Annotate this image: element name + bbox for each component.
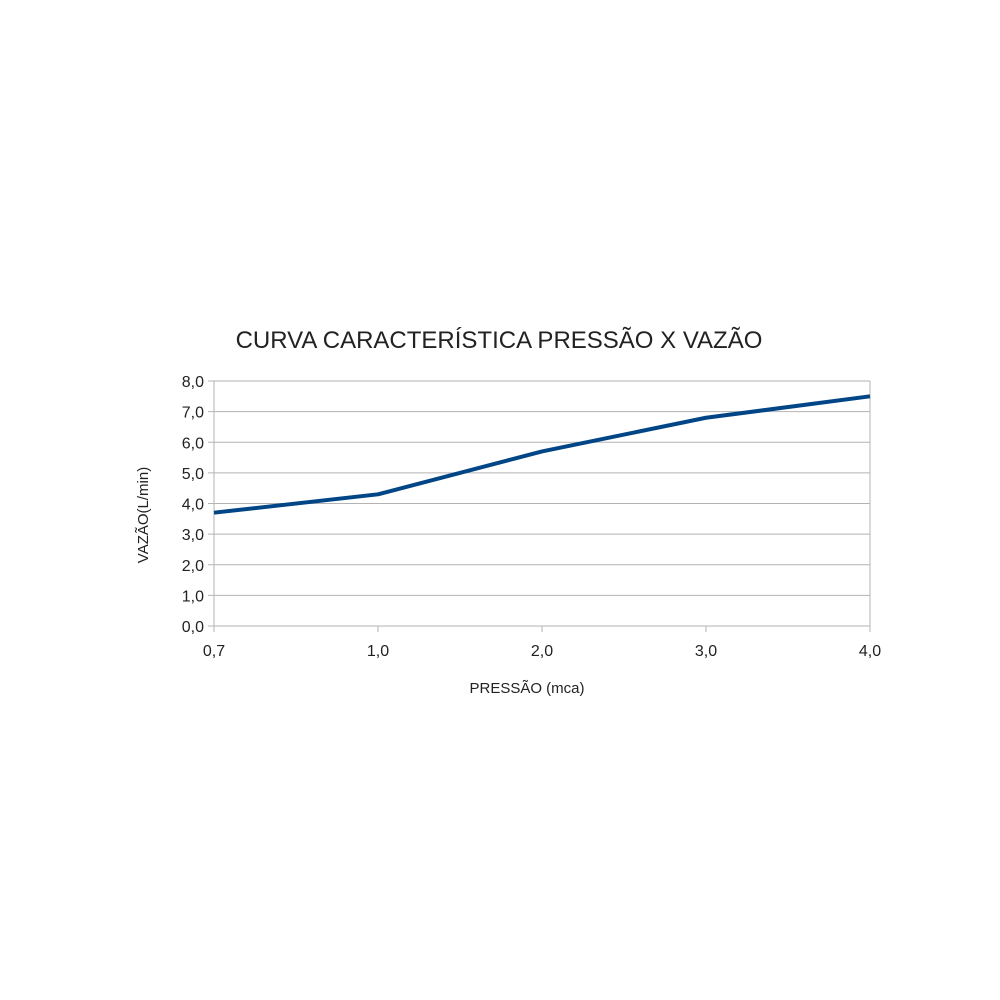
x-axis-label: PRESSÃO (mca) <box>469 680 584 697</box>
y-tick-label: 8,0 <box>182 374 204 391</box>
series <box>213 394 871 515</box>
y-tick-label: 5,0 <box>182 466 204 483</box>
grid <box>208 380 871 632</box>
x-tick-label: 2,0 <box>531 643 553 660</box>
y-tick-label: 3,0 <box>182 527 204 544</box>
series-line <box>213 394 871 515</box>
x-tick-label: 3,0 <box>695 643 717 660</box>
y-tick-label: 0,0 <box>182 619 204 636</box>
y-tick-label: 7,0 <box>182 405 204 422</box>
y-axis: 0,0 1,0 2,0 3,0 4,0 5,0 6,0 7,0 8,0 <box>182 374 204 636</box>
y-tick-label: 1,0 <box>182 588 204 605</box>
x-tick-label: 0,7 <box>203 643 225 660</box>
y-tick-label: 6,0 <box>182 435 204 452</box>
x-axis: 0,7 1,0 2,0 3,0 4,0 <box>203 643 881 660</box>
y-axis-label: VAZÃO(L/min) <box>135 467 152 563</box>
x-tick-label: 4,0 <box>859 643 881 660</box>
x-tick-label: 1,0 <box>367 643 389 660</box>
y-tick-label: 2,0 <box>182 558 204 575</box>
chart-title: CURVA CARACTERÍSTICA PRESSÃO X VAZÃO <box>236 327 763 354</box>
y-tick-label: 4,0 <box>182 497 204 514</box>
